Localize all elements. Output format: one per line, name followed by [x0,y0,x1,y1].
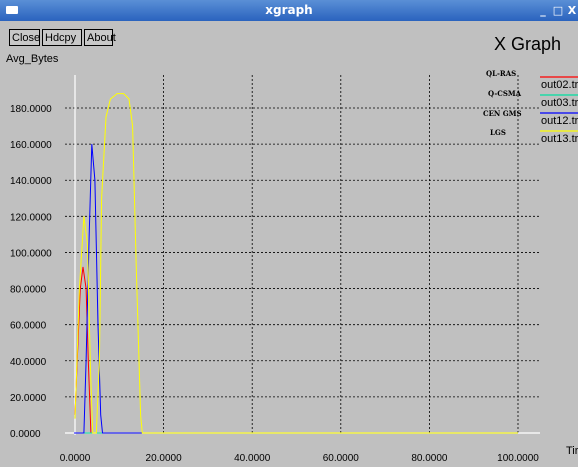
close-window-button[interactable]: X [567,4,577,17]
y-tick-label: 40.0000 [10,357,47,368]
series-line[interactable] [74,93,518,434]
y-tick-label: 160.0000 [10,140,52,151]
series-line[interactable] [74,266,518,434]
y-tick-label: 140.0000 [10,176,52,187]
x-tick-label: 60.0000 [323,453,360,464]
title-bar[interactable]: xgraph _ □ X [0,0,578,21]
legend-label: out02.tr [541,79,578,91]
x-tick-label: 40.0000 [234,453,271,464]
annotation-label: Q-CSMA [488,89,522,98]
maximize-button[interactable]: □ [552,4,564,17]
y-tick-label: 60.0000 [10,321,47,332]
y-tick-label: 80.0000 [10,285,47,296]
legend-label: out12.tr [541,115,578,127]
about-button[interactable]: About [84,29,116,46]
annotation-label: QL-RAS [486,69,516,78]
annotation-label: CEN GMS [483,109,522,118]
legend-label: out03.tr [541,97,578,109]
y-tick-label: 100.0000 [10,248,52,259]
series-line[interactable] [74,144,518,434]
x-tick-label: 20.0000 [146,453,183,464]
window-menu-icon[interactable] [6,6,18,14]
hdcpy-button[interactable]: Hdcpy [42,29,82,46]
y-tick-label: 180.0000 [10,104,52,115]
close-button[interactable]: Close [9,29,40,46]
y-tick-label: 0.0000 [10,429,41,440]
y-tick-label: 20.0000 [10,393,47,404]
x-tick-label: 100.0000 [497,453,539,464]
x-tick-label: 0.0000 [60,453,91,464]
y-axis-label: Avg_Bytes [6,53,59,65]
minimize-button[interactable]: _ [540,4,546,17]
annotation-label: LGS [490,128,506,137]
x-tick-label: 80.0000 [411,453,448,464]
legend-label: out13.tr [541,133,578,145]
y-tick-label: 120.0000 [10,212,52,223]
x-axis-label: Tir [566,445,578,457]
window-title: xgraph [265,3,313,17]
graph-title: X Graph [494,34,562,54]
